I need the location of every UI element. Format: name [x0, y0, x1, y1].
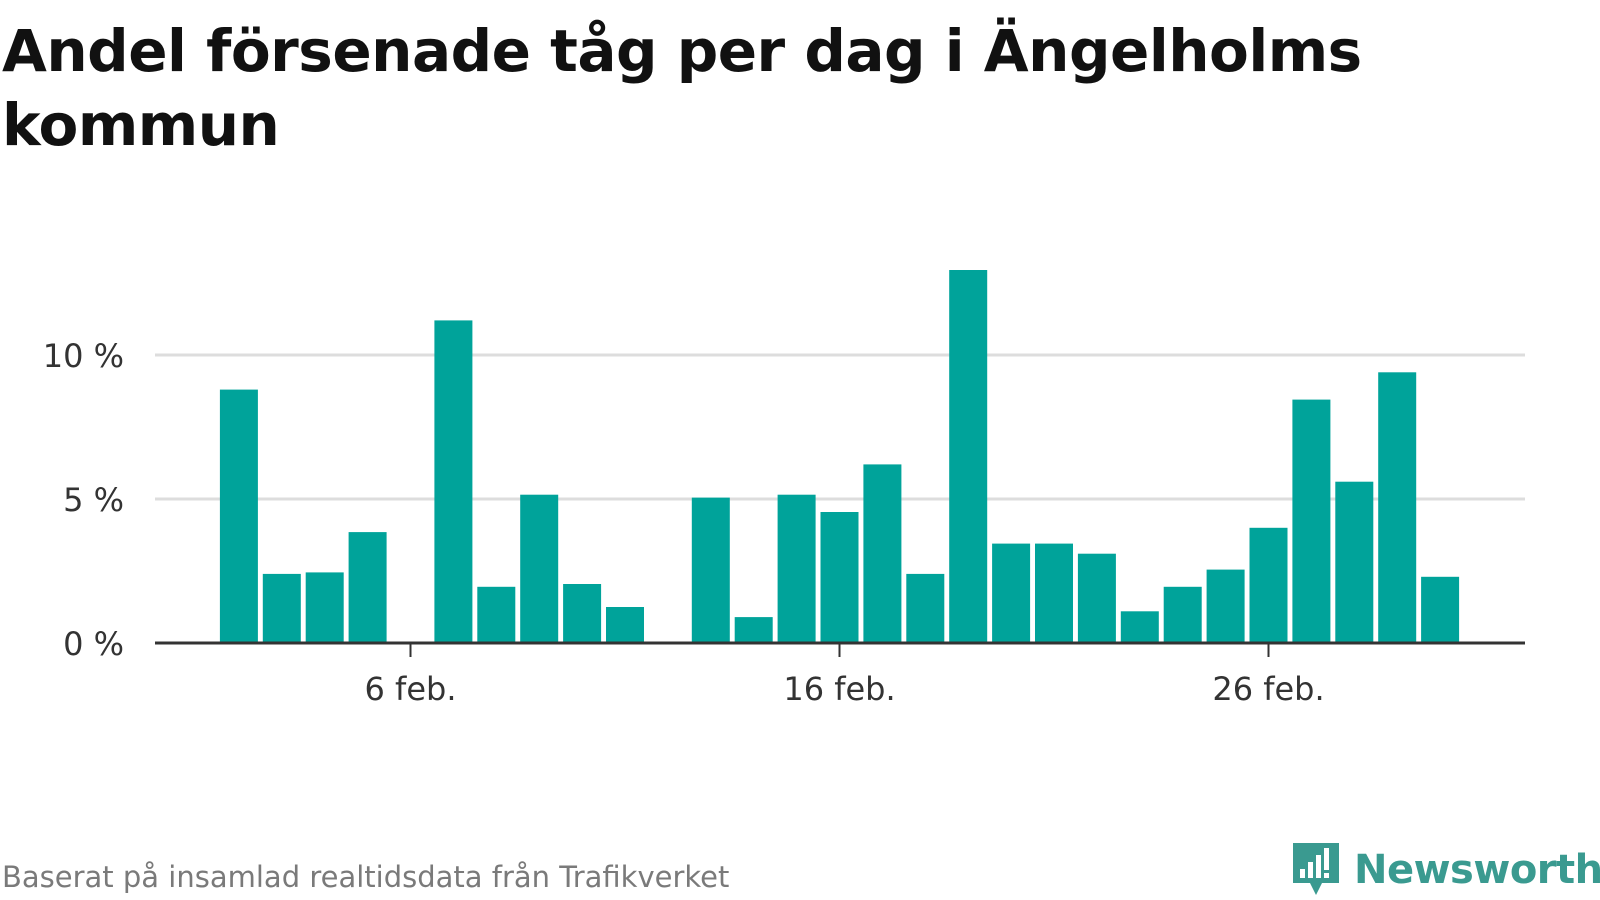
bar [734, 617, 773, 643]
bar [992, 543, 1031, 643]
bar [1378, 372, 1417, 643]
bar [1335, 481, 1374, 643]
bar [434, 320, 473, 643]
bar [1120, 611, 1159, 643]
x-tick-label: 26 feb. [1212, 670, 1324, 708]
bar [563, 584, 602, 643]
brand-name: Newsworthy [1354, 847, 1600, 893]
bar [262, 573, 301, 643]
bar [863, 464, 902, 643]
source-note: Baserat på insamlad realtidsdata från Tr… [2, 860, 730, 894]
y-tick-label: 0 % [63, 625, 124, 663]
chart-title: Andel försenade tåg per dag i Ängelholms… [2, 17, 1362, 159]
bar [219, 389, 258, 643]
bar [1163, 586, 1202, 643]
bar [1035, 543, 1073, 643]
bar [820, 512, 859, 643]
bar [520, 494, 559, 643]
bar [1077, 553, 1116, 643]
x-tick-label: 16 feb. [783, 670, 895, 708]
x-axis-ticks: 6 feb. 16 feb. 26 feb. [365, 643, 1325, 708]
bar [1249, 527, 1288, 643]
bar [949, 270, 988, 643]
y-tick-label: 10 % [43, 337, 124, 375]
bar [477, 586, 516, 643]
bar [606, 607, 644, 643]
bar [1206, 569, 1245, 643]
y-axis-ticks: 0 % 5 % 10 % [43, 337, 124, 663]
bars [219, 270, 1460, 643]
bar [348, 532, 387, 643]
bar [906, 573, 945, 643]
bar-chart: 0 % 5 % 10 % 6 feb. 16 feb. 26 feb. [43, 270, 1525, 708]
y-tick-label: 5 % [63, 481, 124, 519]
bar [777, 494, 816, 643]
x-tick-label: 6 feb. [365, 670, 457, 708]
bar [1421, 576, 1460, 643]
bar [1292, 399, 1331, 643]
bar [305, 572, 344, 643]
bar [691, 497, 730, 643]
newsworthy-logo-icon [1293, 843, 1339, 895]
newsworthy-logo: Newsworthy [1290, 840, 1600, 900]
